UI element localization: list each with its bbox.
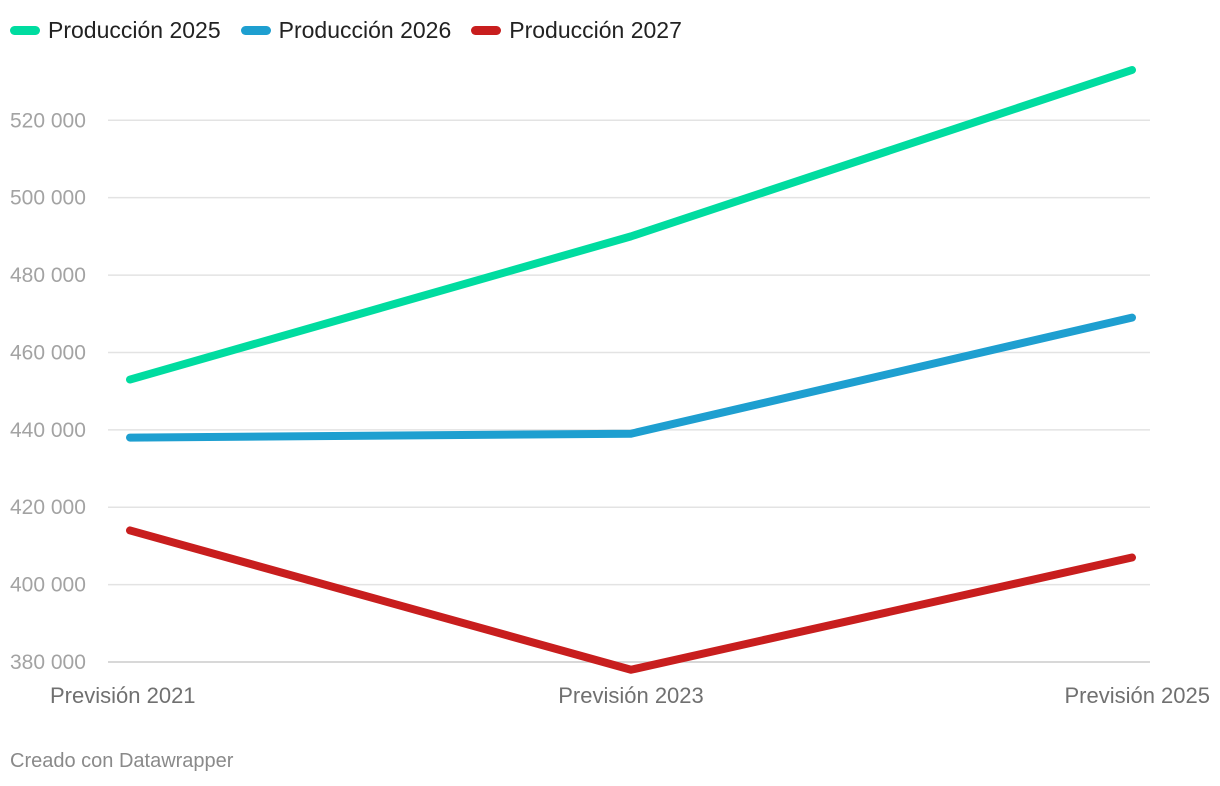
series-line — [126, 66, 1136, 384]
x-tick-label: Previsión 2023 — [558, 683, 704, 708]
y-tick-label: 480 000 — [10, 264, 86, 287]
legend-item: Producción 2027 — [471, 17, 682, 44]
series-lines — [126, 66, 1136, 674]
legend-item: Producción 2025 — [10, 17, 221, 44]
legend-label: Producción 2025 — [48, 16, 221, 43]
y-tick-label: 500 000 — [10, 187, 86, 210]
y-tick-label: 520 000 — [10, 109, 86, 132]
y-tick-label: 440 000 — [10, 419, 86, 442]
credit-text: Creado con Datawrapper — [10, 750, 234, 772]
x-tick-label: Previsión 2021 — [50, 683, 196, 708]
series-line — [126, 526, 1136, 674]
legend-item: Producción 2026 — [240, 16, 452, 44]
legend-swatch — [240, 25, 271, 35]
y-tick-label: 420 000 — [10, 496, 86, 519]
y-tick-label: 460 000 — [10, 341, 86, 364]
series-line — [126, 313, 1136, 442]
legend-label: Producción 2026 — [278, 16, 452, 43]
legend-swatch — [471, 25, 502, 35]
gridlines — [108, 119, 1150, 663]
y-tick-label: 400 000 — [10, 574, 86, 597]
x-tick-label: Previsión 2025 — [1064, 683, 1210, 708]
y-axis: 380 000 400 000 420 000 440 000 460 000 480 0… — [10, 109, 86, 674]
legend-label: Producción 2027 — [509, 16, 682, 43]
x-axis: Previsión 2021 Previsión 2023 Previsión 20… — [50, 683, 1210, 708]
legend-swatch — [10, 25, 40, 35]
y-tick-label: 380 000 — [10, 651, 86, 674]
chart-legend: Producción 2025 Producción 2026 Producción… — [10, 14, 682, 46]
